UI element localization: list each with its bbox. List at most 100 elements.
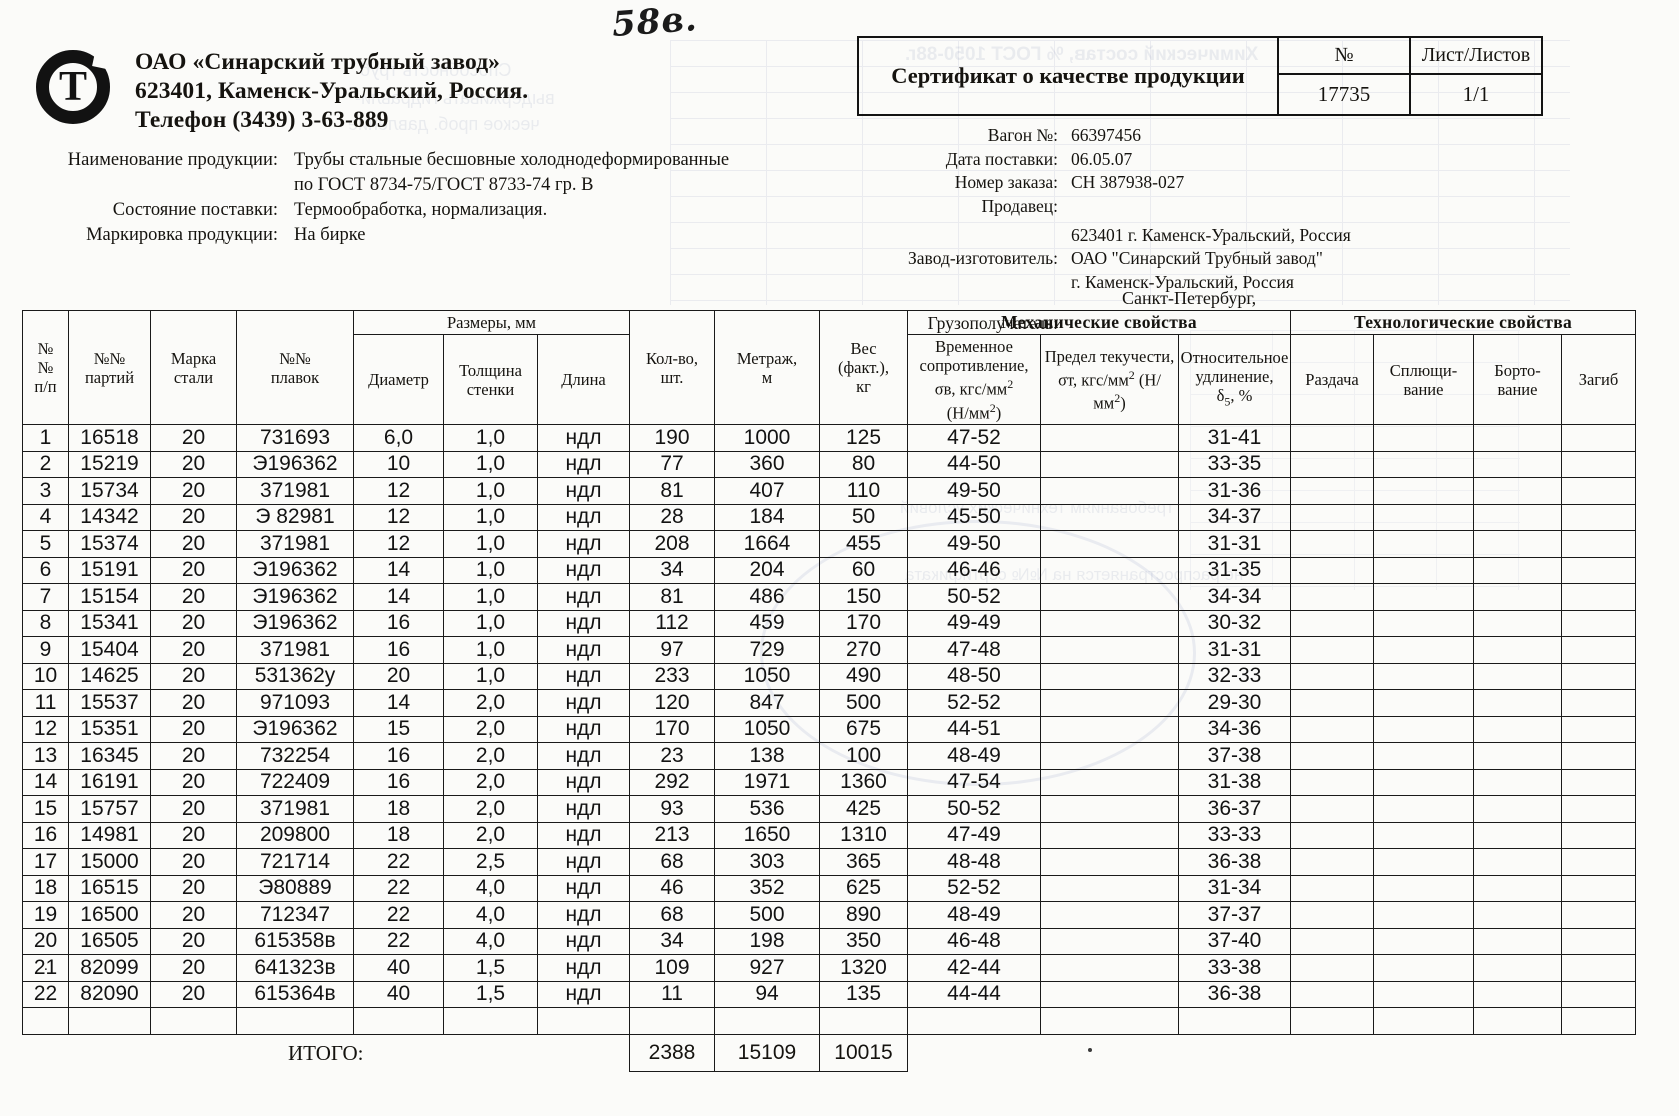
company-block: ОАО «Синарский трубный завод» 623401, Ка… [135, 48, 528, 135]
row-quantity: 81 [629, 583, 715, 611]
row-serial-number: 5 [22, 530, 69, 558]
row-flanging [1473, 742, 1562, 770]
row-weight: 170 [819, 609, 908, 637]
row-wall-thickness: 1,0 [443, 662, 538, 690]
row-flanging [1473, 927, 1562, 955]
row-steel-grade: 20 [150, 715, 237, 743]
row-tensile-strength: 50-52 [907, 583, 1041, 611]
row-expansion [1290, 662, 1374, 690]
row-bending [1561, 477, 1636, 505]
row-expansion [1290, 450, 1374, 478]
row-weight: 890 [819, 901, 908, 929]
row-tensile-strength: 44-50 [907, 450, 1041, 478]
row-wall-thickness: 1,5 [443, 954, 538, 982]
table-row: 9 15404 20 371981 16 1,0 ндл 97 729 270 47-48 31-31 [22, 636, 1636, 664]
row-bending [1561, 715, 1636, 743]
row-yield-strength [1040, 1007, 1179, 1035]
row-quantity: 77 [629, 450, 715, 478]
row-expansion [1290, 1007, 1374, 1035]
row-diameter: 40 [353, 954, 444, 982]
row-batch-number: 82090 [68, 980, 151, 1008]
row-wall-thickness: 1,0 [443, 424, 538, 452]
row-flanging [1473, 848, 1562, 876]
header-bending: Загиб [1561, 334, 1636, 425]
row-weight: 490 [819, 662, 908, 690]
row-heat-number: Э196362 [236, 583, 354, 611]
row-elongation: 34-36 [1178, 715, 1291, 743]
row-tensile-strength: 42-44 [907, 954, 1041, 982]
row-flanging [1473, 636, 1562, 664]
row-batch-number: 15374 [68, 530, 151, 558]
row-steel-grade: 20 [150, 821, 237, 849]
row-yield-strength [1040, 874, 1179, 902]
page-bottom-dot [1088, 1048, 1092, 1052]
table-row: 14 16191 20 722409 16 2,0 ндл 292 1971 1360 47-54 3… [22, 768, 1636, 796]
row-expansion [1290, 477, 1374, 505]
row-quantity: 46 [629, 874, 715, 902]
row-yield-strength [1040, 530, 1179, 558]
row-steel-grade: 20 [150, 954, 237, 982]
certificate-header-box: Сертификат о качестве продукции № 17735 … [857, 36, 1543, 116]
row-wall-thickness: 1,0 [443, 450, 538, 478]
row-expansion [1290, 609, 1374, 637]
row-meterage: 927 [714, 954, 820, 982]
row-weight: 1360 [819, 768, 908, 796]
table-row: 2 15219 20 Э196362 10 1,0 ндл 77 360 80 44-50 33-35 [22, 450, 1636, 478]
row-weight: 1320 [819, 954, 908, 982]
row-heat-number: Э196362 [236, 450, 354, 478]
row-length: ндл [537, 609, 630, 637]
totals-meterage: 15109 [714, 1034, 820, 1072]
product-info-block: Наименование продукции: Трубы стальные б… [60, 148, 729, 248]
row-tensile-strength: 49-50 [907, 530, 1041, 558]
header-meterage: Метраж, м [714, 310, 820, 425]
manufacturer-city-block: г. Каменск-Уральский, Россия [1071, 271, 1351, 294]
company-logo: Т [36, 46, 113, 124]
marking-value: На бирке [294, 225, 366, 245]
row-bending [1561, 662, 1636, 690]
row-weight: 350 [819, 927, 908, 955]
table-row: 12 15351 20 Э196362 15 2,0 ндл 170 1050 675 44-51 3… [22, 715, 1636, 743]
row-diameter: 16 [353, 742, 444, 770]
table-row: 21 82099 20 641323в 40 1,5 ндл 109 927 1320 42-44 3… [22, 954, 1636, 982]
row-expansion [1290, 768, 1374, 796]
product-name-row: Наименование продукции: Трубы стальные б… [60, 148, 729, 173]
row-serial-number: 19 [22, 901, 69, 929]
row-wall-thickness: 1,0 [443, 636, 538, 664]
row-length: ндл [537, 450, 630, 478]
row-expansion [1290, 954, 1374, 982]
row-quantity: 292 [629, 768, 715, 796]
row-elongation: 36-38 [1178, 848, 1291, 876]
totals-empty-cell [1562, 1035, 1636, 1072]
header-heat-numbers: №№ плавок [236, 310, 354, 425]
row-quantity: 23 [629, 742, 715, 770]
row-diameter: 16 [353, 768, 444, 796]
header-mechanical-properties-group: Механические свойства [907, 310, 1291, 335]
row-weight [819, 1007, 908, 1035]
row-tensile-strength: 48-49 [907, 901, 1041, 929]
row-expansion [1290, 848, 1374, 876]
row-expansion [1290, 821, 1374, 849]
marking-row: Маркировка продукции: На бирке [60, 223, 729, 248]
seller-label: Продавец: [981, 195, 1058, 216]
row-wall-thickness: 2,0 [443, 742, 538, 770]
row-meterage: 352 [714, 874, 820, 902]
row-bending [1561, 556, 1636, 584]
row-elongation: 33-38 [1178, 954, 1291, 982]
row-steel-grade: 20 [150, 636, 237, 664]
row-meterage: 1650 [714, 821, 820, 849]
table-row: 7 15154 20 Э196362 14 1,0 ндл 81 486 150 50-52 34-3… [22, 583, 1636, 611]
row-flanging [1473, 503, 1562, 531]
row-length: ндл [537, 715, 630, 743]
row-batch-number: 15000 [68, 848, 151, 876]
row-tensile-strength: 47-48 [907, 636, 1041, 664]
row-length: ндл [537, 636, 630, 664]
row-bending [1561, 821, 1636, 849]
row-wall-thickness: 2,0 [443, 689, 538, 717]
row-flanging [1473, 980, 1562, 1008]
row-batch-number: 15341 [68, 609, 151, 637]
table-row: 19 16500 20 712347 22 4,0 ндл 68 500 890 48-49 37-3… [22, 901, 1636, 929]
row-steel-grade: 20 [150, 874, 237, 902]
product-standard-row: по ГОСТ 8734-75/ГОСТ 8733-74 гр. В [60, 173, 729, 198]
row-quantity: 28 [629, 503, 715, 531]
row-weight: 100 [819, 742, 908, 770]
